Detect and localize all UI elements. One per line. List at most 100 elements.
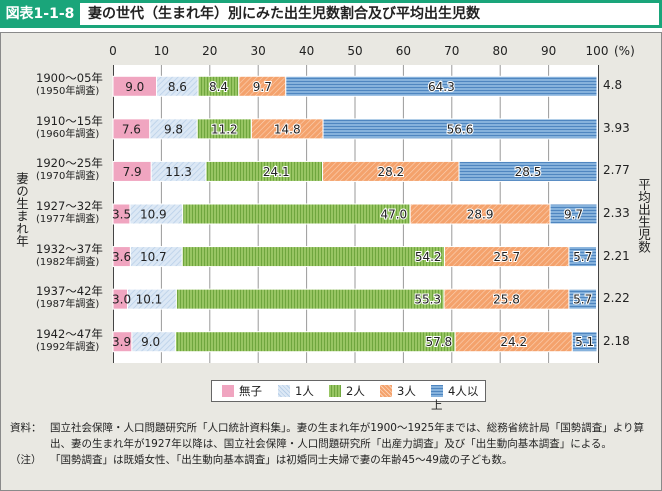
data-label: 10.9 (140, 208, 167, 222)
data-label: 55.3 (414, 293, 441, 307)
data-label: 9.7 (253, 80, 272, 94)
data-label: 9.0 (125, 80, 144, 94)
data-label: 9.8 (164, 122, 183, 136)
data-label: 10.1 (136, 293, 163, 307)
data-label: 14.8 (274, 122, 301, 136)
average-children-value: 2.22 (603, 291, 630, 306)
data-label: 5.7 (573, 293, 592, 307)
birth-years: 1937〜42年 (36, 284, 103, 299)
birth-years: 1920〜25年 (36, 156, 103, 171)
data-label: 25.7 (493, 250, 520, 264)
x-tick-label: 10 (153, 44, 170, 58)
legend-item-one: 1人 (278, 384, 314, 398)
data-label: 24.1 (263, 165, 290, 179)
legend-swatch-none (222, 385, 234, 397)
data-label: 3.5 (112, 208, 131, 222)
x-tick-label: 30 (250, 44, 266, 58)
footnote-text: 「国勢調査」は既婚女性、「出生動向基本調査」は初婚同士夫婦で妻の年齢45〜49歳… (50, 454, 513, 466)
data-label: 25.8 (493, 293, 520, 307)
x-tick-label: 20 (202, 44, 218, 58)
data-label: 7.6 (122, 122, 141, 136)
x-tick-label: 50 (347, 44, 363, 58)
average-children-value: 2.21 (603, 248, 630, 263)
footnote-label: （注） (10, 454, 42, 466)
notes: 資料： 国立社会保障・人口問題研究所「人口統計資料集」。妻の生まれ年が1900〜… (10, 420, 650, 468)
legend-swatch-one (278, 385, 290, 397)
data-label: 5.7 (573, 250, 592, 264)
average-children-value: 3.93 (603, 120, 630, 135)
legend-item-none: 無子 (222, 384, 262, 398)
legend-swatch-four-plus (431, 385, 443, 397)
category-label: 1927〜32年 (1977年調査) (36, 199, 108, 227)
data-label: 3.0 (112, 293, 131, 307)
data-label: 57.8 (425, 335, 452, 349)
legend-label: 2人 (346, 384, 365, 398)
legend-swatch-two (329, 385, 341, 397)
birth-years: 1932〜37年 (36, 241, 103, 256)
data-label: 9.7 (564, 208, 583, 222)
data-label: 47.0 (380, 208, 407, 222)
x-tick-label: 70 (444, 44, 460, 58)
average-children-value: 2.18 (603, 333, 630, 348)
legend-label: 4人以上 (431, 384, 479, 412)
bar-segment-two (182, 203, 411, 225)
x-tick-label: 60 (395, 44, 412, 58)
data-label: 5.1 (575, 335, 594, 349)
legend-label: 1人 (295, 384, 314, 398)
data-label: 8.4 (209, 80, 228, 94)
survey-year: (1982年調査) (36, 256, 100, 268)
data-label: 11.2 (211, 122, 238, 136)
x-tick-label: 0 (109, 44, 117, 58)
birth-years: 1927〜32年 (36, 199, 103, 213)
legend-item-four-plus: 4人以上 (431, 384, 485, 412)
bar-segment-two (181, 246, 446, 268)
data-label: 3.6 (112, 250, 131, 264)
figure-header: 図表1-1-8 妻の世代（生まれ年）別にみた出生児数割合及び平均出生児数 (0, 0, 662, 28)
legend-item-two: 2人 (329, 384, 365, 398)
legend-swatch-three (380, 385, 392, 397)
x-axis-unit: (%) (614, 44, 635, 58)
category-label: 1937〜42年 (1987年調査) (36, 284, 108, 312)
source-label: 資料： (10, 422, 42, 434)
legend-label: 3人 (397, 384, 416, 398)
data-label: 64.3 (428, 80, 455, 94)
data-label: 9.0 (141, 335, 160, 349)
legend-item-three: 3人 (380, 384, 416, 398)
data-label: 28.2 (377, 165, 404, 179)
legend-label: 無子 (239, 384, 262, 398)
birth-years: 1942〜47年 (36, 326, 103, 341)
data-label: 3.9 (112, 335, 131, 349)
x-tick-label: 40 (298, 44, 315, 58)
footnote: （注） 「国勢調査」は既婚女性、「出生動向基本調査」は初婚同士夫婦で妻の年齢45… (10, 452, 650, 468)
average-children-value: 2.77 (603, 163, 630, 178)
data-label: 56.6 (447, 122, 474, 136)
data-label: 28.5 (515, 165, 542, 179)
legend: 無子 1人 2人 3人 4人以上 (211, 380, 486, 412)
survey-year: (1992年調査) (36, 341, 100, 353)
average-children-value: 4.8 (603, 78, 623, 93)
data-label: 7.9 (123, 165, 142, 179)
source-note: 資料： 国立社会保障・人口問題研究所「人口統計資料集」。妻の生まれ年が1900〜… (10, 420, 650, 452)
survey-year: (1970年調査) (36, 171, 100, 183)
bar-segment-two (175, 288, 445, 310)
bar-segment-four-plus (571, 331, 598, 353)
x-tick-label: 100 (585, 44, 609, 58)
average-children-value: 2.33 (603, 206, 630, 220)
category-label: 1910〜15年 (1960年調査) (36, 114, 108, 142)
data-label: 28.9 (467, 208, 494, 222)
bar-segment-four-plus (285, 75, 598, 97)
category-label: 1942〜47年 (1992年調査) (36, 327, 108, 355)
figure-number: 図表1-1-8 (5, 6, 75, 22)
bar-segment-four-plus (568, 246, 598, 268)
data-label: 11.3 (165, 165, 192, 179)
source-text: 国立社会保障・人口問題研究所「人口統計資料集」。妻の生まれ年が1900〜1925… (50, 422, 644, 450)
bar-segment-four-plus (458, 160, 598, 182)
bar-segment-four-plus (549, 203, 598, 225)
category-label: 1920〜25年 (1970年調査) (36, 156, 108, 184)
category-label: 1900〜05年 (1950年調査) (36, 71, 108, 99)
data-label: 8.6 (168, 80, 187, 94)
bar-segment-two (174, 331, 456, 353)
chart-title: 妻の世代（生まれ年）別にみた出生児数割合及び平均出生児数 (80, 3, 659, 25)
data-label: 24.2 (500, 335, 527, 349)
data-label: 54.2 (415, 250, 442, 264)
